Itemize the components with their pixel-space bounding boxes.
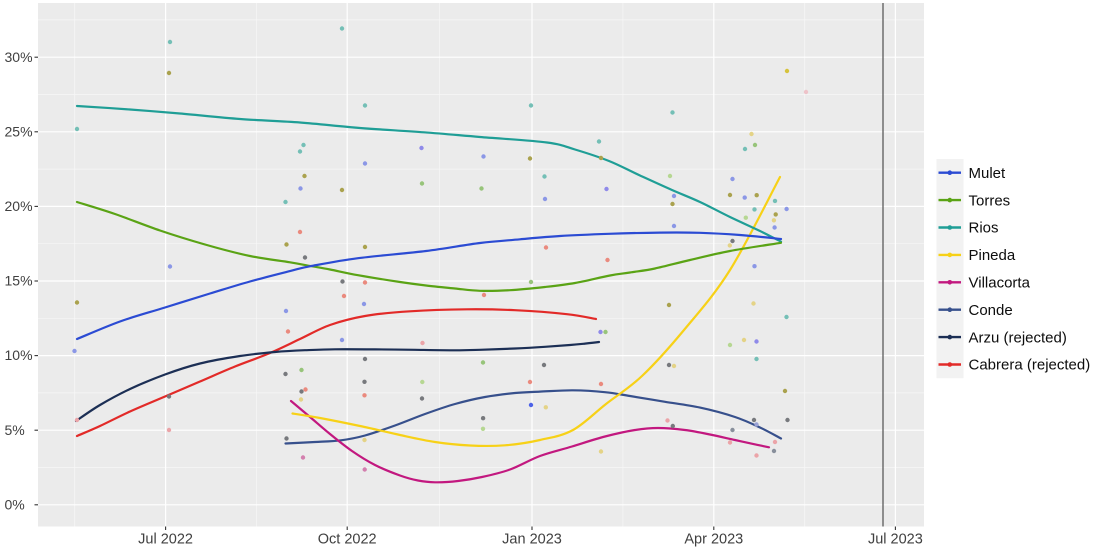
svg-text:Arzu (rejected): Arzu (rejected) — [969, 329, 1067, 346]
svg-text:Oct 2022: Oct 2022 — [318, 532, 377, 548]
svg-text:25%: 25% — [5, 123, 33, 139]
svg-text:Pineda: Pineda — [969, 247, 1016, 264]
svg-text:10%: 10% — [5, 347, 33, 363]
svg-text:20%: 20% — [5, 198, 33, 214]
svg-text:0%: 0% — [5, 496, 25, 512]
svg-text:30%: 30% — [5, 49, 33, 65]
svg-text:5%: 5% — [5, 422, 25, 438]
svg-text:Villacorta: Villacorta — [969, 275, 1031, 292]
svg-text:Apr 2023: Apr 2023 — [684, 532, 743, 548]
svg-text:Jul 2023: Jul 2023 — [868, 532, 923, 548]
svg-text:Mulet: Mulet — [969, 165, 1007, 182]
svg-text:Cabrera (rejected): Cabrera (rejected) — [969, 357, 1091, 374]
svg-text:Conde: Conde — [969, 302, 1013, 319]
svg-text:Torres: Torres — [969, 192, 1011, 209]
svg-text:Jan 2023: Jan 2023 — [502, 532, 562, 548]
svg-text:Rios: Rios — [969, 220, 999, 237]
svg-text:15%: 15% — [5, 273, 33, 289]
svg-text:Jul 2022: Jul 2022 — [138, 532, 193, 548]
